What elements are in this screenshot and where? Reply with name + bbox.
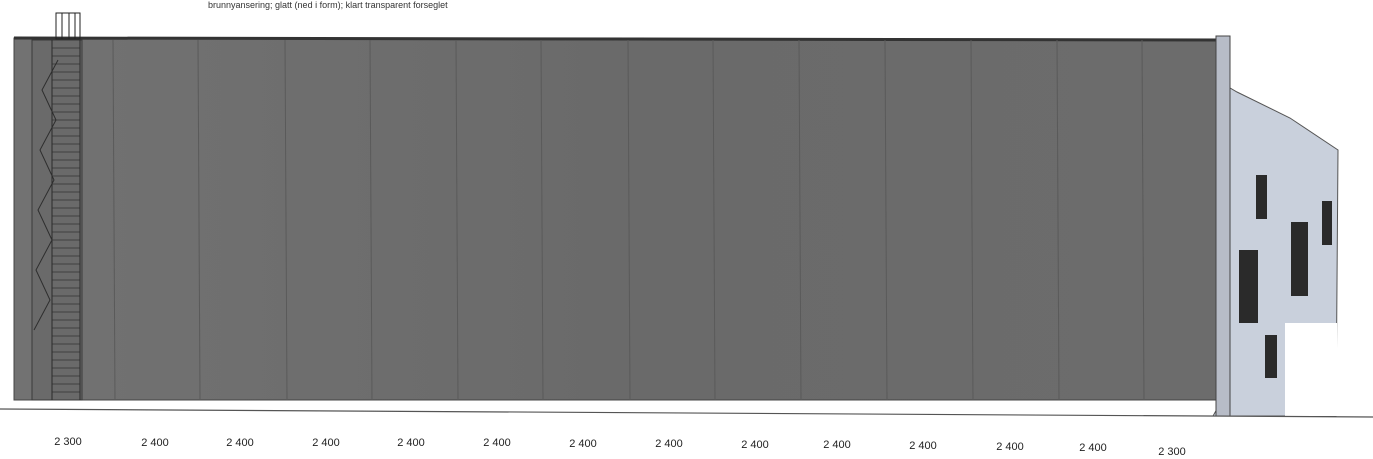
- panel-joints: [112, 39, 1145, 401]
- annex-column: [1215, 35, 1231, 417]
- panel-joint: [1056, 39, 1060, 401]
- panel-joint: [798, 39, 802, 401]
- dimension-label: 2 400: [996, 441, 1024, 453]
- annex-white-block: [1285, 323, 1337, 416]
- annex-building: [1212, 35, 1339, 417]
- stair-tower-top: [55, 12, 81, 40]
- panel-joint: [112, 39, 116, 401]
- dimension-label: 2 400: [741, 439, 769, 451]
- dimension-chain: 2 300 2 400 2 400 2 400 2 400 2 400 2 400 2 400…: [54, 436, 1186, 458]
- panel-joint: [197, 39, 201, 401]
- ladder-rungs: [51, 40, 81, 400]
- annex-window-3: [1291, 222, 1308, 296]
- panel-joint: [970, 39, 974, 401]
- dimension-label: 2 400: [569, 438, 597, 450]
- panel-joint: [369, 39, 373, 401]
- annex-window-4: [1239, 250, 1258, 323]
- dimension-label: 2 400: [226, 437, 254, 449]
- material-note: brunnyansering; glatt (ned i form); klar…: [208, 0, 448, 10]
- panel-joint: [540, 39, 544, 401]
- dimension-label: 2 400: [655, 438, 683, 450]
- dimension-label: 2 300: [1158, 446, 1186, 458]
- dimension-label: 2 400: [141, 437, 169, 449]
- stair-tower-shaft: [31, 39, 83, 401]
- stair-zigzag: [33, 59, 59, 331]
- dimension-label: 2 400: [312, 437, 340, 449]
- annex-window-2: [1322, 201, 1332, 245]
- panel-joint: [712, 39, 716, 401]
- dimension-label: 2 400: [909, 440, 937, 452]
- panel-joint: [284, 39, 288, 401]
- panel-joint: [884, 39, 888, 401]
- panel-joint: [627, 39, 631, 401]
- facade-top-edge: [13, 36, 1226, 42]
- main-facade-wall: [13, 37, 1226, 401]
- ground-line: [0, 408, 1373, 418]
- dimension-label: 2 400: [823, 439, 851, 451]
- annex-window-5: [1265, 335, 1277, 378]
- dimension-label: 2 400: [397, 437, 425, 449]
- dimension-label: 2 400: [1079, 442, 1107, 454]
- dimension-label: 2 300: [54, 436, 82, 448]
- panel-joint: [1141, 39, 1145, 401]
- dimension-label: 2 400: [483, 437, 511, 449]
- stair-tower: [31, 12, 83, 401]
- panel-joint: [455, 39, 459, 401]
- annex-window-1: [1256, 175, 1267, 219]
